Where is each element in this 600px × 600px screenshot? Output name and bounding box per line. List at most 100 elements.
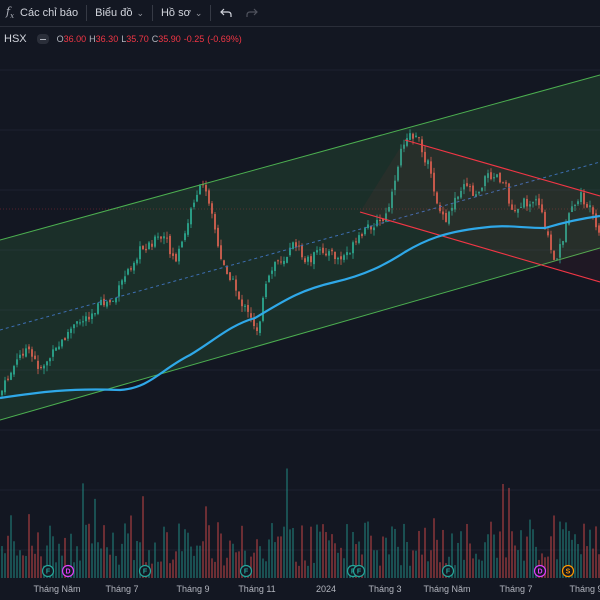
chart-menu-label: Biểu đồ: [95, 7, 133, 19]
candle-body: [196, 194, 198, 202]
candle-body: [334, 251, 336, 260]
candle-body: [115, 298, 117, 303]
time-axis-label: Tháng Năm: [33, 584, 80, 594]
volume-bar: [46, 545, 48, 578]
low-value: 35.70: [126, 34, 149, 44]
candle-body: [574, 204, 576, 206]
channel-lower: [0, 247, 600, 421]
volume-bar: [376, 550, 378, 578]
candle-body: [331, 249, 333, 252]
profile-menu-button[interactable]: Hồ sơ ⌄: [155, 0, 208, 26]
volume-bar: [379, 565, 381, 578]
candle-body: [367, 224, 369, 228]
volume-bar: [28, 514, 30, 578]
volume-bar: [268, 539, 270, 578]
candle-body: [598, 225, 600, 233]
volume-bar: [193, 555, 195, 578]
candle-body: [442, 211, 444, 215]
undo-button[interactable]: [213, 0, 239, 26]
volume-bar: [589, 529, 591, 578]
candle-body: [409, 133, 411, 140]
volume-bar: [286, 468, 288, 578]
volume-bar: [571, 539, 573, 578]
candle-body: [487, 173, 489, 178]
symbol-legend: HSX O 36.00 H 36.30 L 35.70 C 35.90 -0.25 (-…: [0, 31, 245, 47]
candle-body: [190, 208, 192, 225]
candle-body: [565, 223, 567, 243]
volume-bar: [427, 561, 429, 578]
candle-body: [445, 213, 447, 222]
high-value: 36.30: [95, 34, 119, 44]
collapse-legend-button[interactable]: [36, 34, 49, 44]
volume-bar: [157, 561, 159, 578]
candle-body: [82, 321, 84, 323]
candle-body: [535, 199, 537, 201]
volume-bar: [424, 527, 426, 578]
candle-body: [532, 202, 534, 204]
volume-bar: [13, 541, 15, 578]
volume-bar: [202, 541, 204, 578]
candle-body: [286, 256, 288, 263]
toolbar-divider: [86, 5, 88, 21]
candle-body: [322, 247, 324, 253]
volume-bar: [229, 540, 231, 578]
volume-bar: [484, 542, 486, 578]
candle-body: [37, 360, 39, 369]
candle-body: [451, 207, 453, 211]
volume-bar: [187, 532, 189, 578]
redo-button[interactable]: [239, 0, 265, 26]
candle-body: [529, 204, 531, 207]
candle-body: [205, 184, 207, 192]
candle-body: [28, 346, 30, 350]
candle-body: [256, 327, 258, 332]
volume-bar: [199, 545, 201, 578]
volume-bar: [295, 561, 297, 578]
candle-body: [217, 227, 219, 247]
volume-bar: [556, 559, 558, 578]
volume-bar: [301, 525, 303, 578]
volume-bar: [154, 542, 156, 578]
channel-upper: [0, 74, 600, 241]
volume-bar: [82, 483, 84, 578]
candle-body: [280, 261, 282, 263]
candle-body: [439, 204, 441, 212]
candle-body: [469, 186, 471, 188]
candle-body: [148, 242, 150, 250]
volume-bar: [211, 558, 213, 578]
chart-menu-button[interactable]: Biểu đồ ⌄: [89, 0, 150, 26]
indicators-button[interactable]: fx Các chỉ báo: [0, 0, 84, 26]
volume-bar: [172, 559, 174, 578]
volume-bar: [232, 543, 234, 578]
candle-body: [124, 276, 126, 282]
candle-body: [109, 299, 111, 303]
candle-body: [466, 183, 468, 186]
volume-bar: [475, 553, 477, 578]
candle-body: [430, 161, 432, 174]
candle-body: [136, 259, 138, 264]
candle-body: [283, 260, 285, 265]
volume-bar: [238, 551, 240, 578]
candle-body: [595, 213, 597, 228]
candle-body: [493, 177, 495, 179]
change-value: -0.25: [183, 34, 205, 44]
volume-bar: [292, 527, 294, 578]
event-badge-circle: [61, 564, 75, 578]
candle-body: [481, 187, 483, 191]
candle-body: [121, 280, 123, 285]
event-badge-circle: [41, 564, 55, 578]
volume-bar: [136, 540, 138, 578]
candle-body: [133, 262, 135, 271]
volume-bar: [400, 565, 402, 578]
candle-body: [310, 256, 312, 263]
candle-body: [352, 242, 354, 254]
candle-body: [19, 354, 21, 358]
volume-bar: [469, 543, 471, 578]
volume-bar: [61, 555, 63, 578]
volume-bar: [319, 531, 321, 578]
volume-bar: [40, 556, 42, 578]
volume-bar: [412, 550, 414, 578]
candle-body: [589, 205, 591, 208]
volume-bar: [367, 521, 369, 578]
candle-body: [427, 160, 429, 165]
